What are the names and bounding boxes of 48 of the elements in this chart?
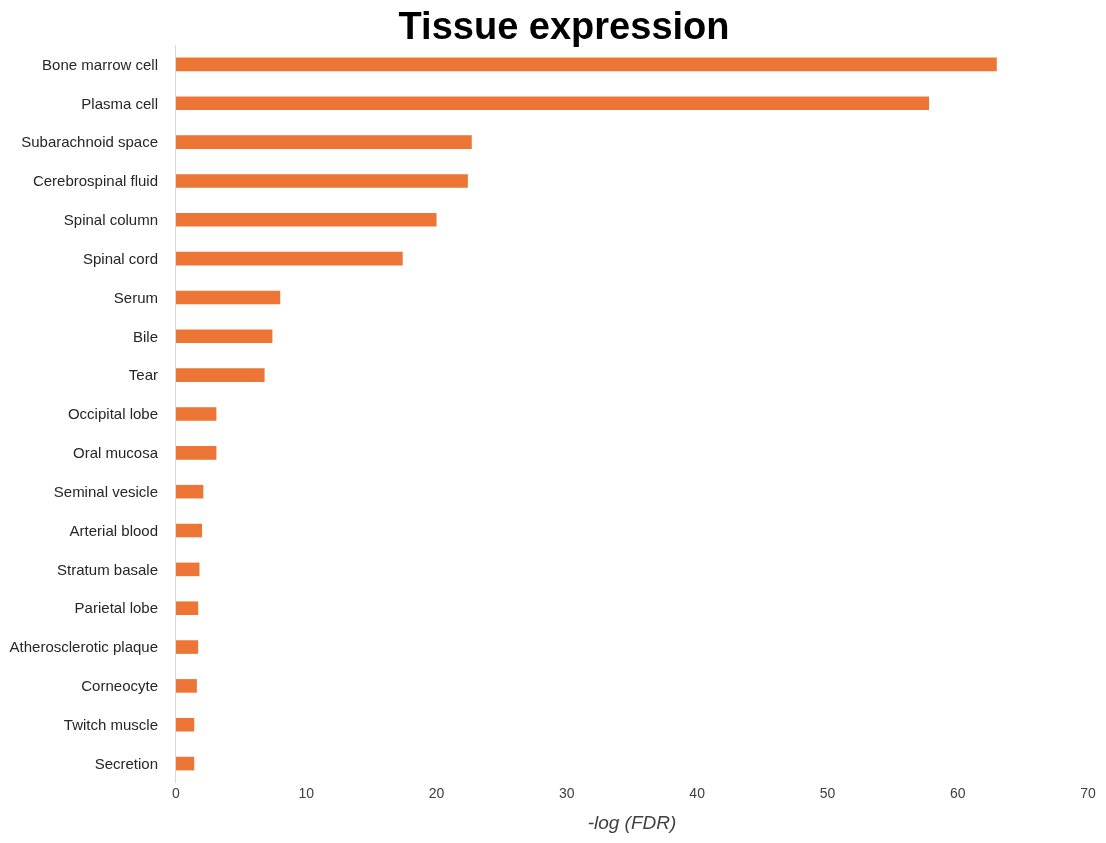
y-tick-label: Spinal cord xyxy=(82,249,158,267)
x-tick-label: 10 xyxy=(298,785,315,801)
y-tick-label: Twitch muscle xyxy=(63,715,158,733)
y-tick-label: Occipital lobe xyxy=(67,405,158,423)
x-tick-label: 20 xyxy=(428,785,445,801)
y-tick-label: Stratum basale xyxy=(57,560,158,578)
bar xyxy=(176,251,403,266)
x-tick-label: 70 xyxy=(1080,785,1096,801)
bar xyxy=(176,407,217,421)
bar xyxy=(176,562,200,577)
y-tick-label: Subarachnoid space xyxy=(21,133,158,151)
bar xyxy=(176,717,195,732)
bar xyxy=(176,96,930,111)
y-tick-label: Cerebrospinal fluid xyxy=(32,172,158,190)
bar xyxy=(176,523,203,538)
y-tick-label: Plasma cell xyxy=(81,94,158,112)
y-tick-label: Secretion xyxy=(94,754,158,772)
y-tick-label: Corneocyte xyxy=(81,677,158,695)
bar xyxy=(176,601,199,616)
bar xyxy=(176,135,472,149)
y-tick-label: Seminal vesicle xyxy=(53,482,158,500)
bar xyxy=(176,640,199,654)
bar xyxy=(176,368,265,382)
y-tick-label: Bile xyxy=(132,327,158,345)
chart-title: Tissue expression xyxy=(398,5,730,48)
y-tick-label: Bone marrow cell xyxy=(42,55,158,73)
bar xyxy=(176,212,437,227)
bar xyxy=(176,290,281,305)
y-tick-label: Atherosclerotic plaque xyxy=(9,638,158,656)
x-axis-title: -log (FDR) xyxy=(587,811,677,833)
x-tick-label: 0 xyxy=(172,785,181,801)
bar xyxy=(176,446,217,460)
bar xyxy=(176,484,204,499)
y-tick-label: Arterial blood xyxy=(69,521,158,539)
y-tick-label: Tear xyxy=(128,366,158,384)
bar xyxy=(176,174,468,188)
y-tick-label: Oral mucosa xyxy=(72,444,159,462)
y-tick-label: Parietal lobe xyxy=(74,599,158,617)
bar xyxy=(176,57,997,72)
y-tick-label: Spinal column xyxy=(63,211,158,229)
bar xyxy=(176,679,197,693)
x-tick-label: 50 xyxy=(819,785,836,801)
x-tick-label: 30 xyxy=(559,785,575,801)
x-tick-label: 60 xyxy=(949,785,966,801)
bar xyxy=(176,329,273,344)
bar xyxy=(176,756,195,771)
y-tick-label: Serum xyxy=(113,288,158,306)
x-tick-label: 40 xyxy=(689,785,706,801)
